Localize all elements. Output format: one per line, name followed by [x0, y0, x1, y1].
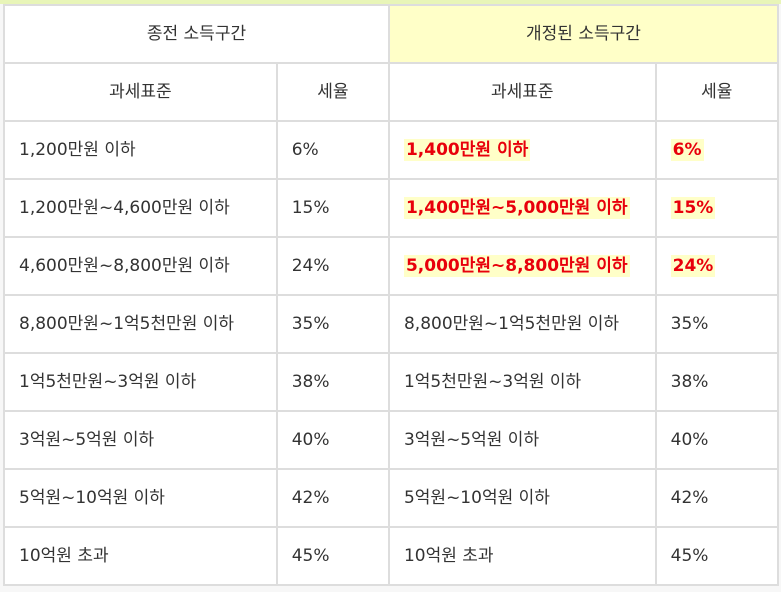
table-row: 5억원~10억원 이하 42% 5억원~10억원 이하 42% [5, 470, 777, 526]
old-base-text: 10억원 초과 [19, 546, 109, 566]
new-base-cell: 10억원 초과 [389, 528, 655, 584]
table-row: 1,200만원~4,600만원 이하 15% 1,400만원~5,000만원 이… [5, 180, 777, 236]
new-base-highlighted-text: 1,400만원 이하 [403, 139, 531, 161]
new-base-text: 1억5천만원~3억원 이하 [403, 372, 582, 392]
old-base-text: 4,600만원~8,800만원 이하 [19, 256, 230, 276]
new-base-cell: 1,400만원 이하 [389, 122, 655, 178]
new-base-cell: 8,800만원~1억5천만원 이하 [389, 296, 655, 352]
column-header-row: 과세표준 세율 과세표준 세율 [5, 64, 777, 120]
table-row: 8,800만원~1억5천만원 이하 35% 8,800만원~1억5천만원 이하 … [5, 296, 777, 352]
new-rate-cell: 24% [656, 238, 777, 294]
new-rate-cell: 38% [656, 354, 777, 410]
old-base-column-header: 과세표준 [5, 64, 276, 120]
old-rate-text: 38% [291, 372, 330, 392]
table-row: 4,600만원~8,800만원 이하 24% 5,000만원~8,800만원 이… [5, 238, 777, 294]
old-rate-cell: 35% [277, 296, 388, 352]
old-rate-cell: 24% [277, 238, 388, 294]
new-base-text: 5억원~10억원 이하 [403, 488, 550, 508]
new-base-text: 8,800만원~1억5천만원 이하 [403, 314, 620, 334]
new-rate-text: 45% [670, 546, 709, 566]
new-rate-highlighted-text: 15% [670, 197, 716, 219]
group-header-row: 종전 소득구간 개정된 소득구간 [5, 6, 777, 62]
new-rate-cell: 42% [656, 470, 777, 526]
old-base-text: 1억5천만원~3억원 이하 [19, 372, 197, 392]
new-base-cell: 1,400만원~5,000만원 이하 [389, 180, 655, 236]
old-base-cell: 1,200만원~4,600만원 이하 [5, 180, 276, 236]
old-base-text: 1,200만원 이하 [19, 140, 136, 160]
table-row: 1,200만원 이하 6% 1,400만원 이하 6% [5, 122, 777, 178]
old-base-cell: 8,800만원~1억5천만원 이하 [5, 296, 276, 352]
old-rate-text: 42% [291, 488, 330, 508]
table-row: 3억원~5억원 이하 40% 3억원~5억원 이하 40% [5, 412, 777, 468]
old-base-cell: 10억원 초과 [5, 528, 276, 584]
table-row: 1억5천만원~3억원 이하 38% 1억5천만원~3억원 이하 38% [5, 354, 777, 410]
new-base-text: 3억원~5억원 이하 [403, 430, 540, 450]
old-rate-cell: 42% [277, 470, 388, 526]
new-rate-column-header: 세율 [656, 64, 777, 120]
new-rate-text: 38% [670, 372, 709, 392]
old-rate-text: 40% [291, 430, 330, 450]
old-base-text: 1,200만원~4,600만원 이하 [19, 198, 230, 218]
old-base-cell: 5억원~10억원 이하 [5, 470, 276, 526]
old-rate-cell: 40% [277, 412, 388, 468]
new-rate-cell: 35% [656, 296, 777, 352]
new-rate-text: 35% [670, 314, 709, 334]
old-base-cell: 3억원~5억원 이하 [5, 412, 276, 468]
new-base-highlighted-text: 5,000만원~8,800만원 이하 [403, 255, 630, 277]
new-base-column-header: 과세표준 [389, 64, 655, 120]
new-base-cell: 5,000만원~8,800만원 이하 [389, 238, 655, 294]
old-rate-column-header: 세율 [277, 64, 388, 120]
old-rate-text: 6% [291, 140, 319, 160]
new-rate-cell: 40% [656, 412, 777, 468]
new-bracket-group-header: 개정된 소득구간 [389, 6, 777, 62]
new-rate-text: 42% [670, 488, 709, 508]
table-row: 10억원 초과 45% 10억원 초과 45% [5, 528, 777, 584]
new-rate-highlighted-text: 24% [670, 255, 716, 277]
new-base-text: 10억원 초과 [403, 546, 494, 566]
old-rate-cell: 45% [277, 528, 388, 584]
new-base-highlighted-text: 1,400만원~5,000만원 이하 [403, 197, 630, 219]
old-rate-text: 45% [291, 546, 330, 566]
old-base-cell: 1,200만원 이하 [5, 122, 276, 178]
new-base-cell: 1억5천만원~3억원 이하 [389, 354, 655, 410]
old-rate-text: 35% [291, 314, 330, 334]
old-base-text: 5억원~10억원 이하 [19, 488, 165, 508]
new-base-cell: 3억원~5억원 이하 [389, 412, 655, 468]
old-base-cell: 4,600만원~8,800만원 이하 [5, 238, 276, 294]
new-base-cell: 5억원~10억원 이하 [389, 470, 655, 526]
old-rate-cell: 38% [277, 354, 388, 410]
old-rate-cell: 6% [277, 122, 388, 178]
new-rate-text: 40% [670, 430, 709, 450]
new-rate-cell: 6% [656, 122, 777, 178]
new-rate-cell: 15% [656, 180, 777, 236]
old-bracket-group-header: 종전 소득구간 [5, 6, 388, 62]
top-accent-strip [0, 0, 781, 4]
old-rate-text: 15% [291, 198, 330, 218]
new-rate-highlighted-text: 6% [670, 139, 704, 161]
tax-bracket-table: 종전 소득구간 개정된 소득구간 과세표준 세율 과세표준 세율 1,200만원… [3, 4, 779, 586]
old-base-text: 3억원~5억원 이하 [19, 430, 155, 450]
old-rate-text: 24% [291, 256, 330, 276]
new-rate-cell: 45% [656, 528, 777, 584]
old-rate-cell: 15% [277, 180, 388, 236]
old-base-cell: 1억5천만원~3억원 이하 [5, 354, 276, 410]
old-base-text: 8,800만원~1억5천만원 이하 [19, 314, 235, 334]
